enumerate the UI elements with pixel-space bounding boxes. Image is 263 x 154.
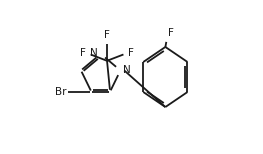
Text: N: N	[90, 48, 98, 58]
Text: Br: Br	[55, 87, 67, 97]
Text: F: F	[169, 28, 174, 38]
Text: F: F	[128, 48, 134, 58]
Text: N: N	[123, 65, 131, 75]
Text: F: F	[80, 48, 86, 58]
Text: F: F	[104, 30, 110, 40]
